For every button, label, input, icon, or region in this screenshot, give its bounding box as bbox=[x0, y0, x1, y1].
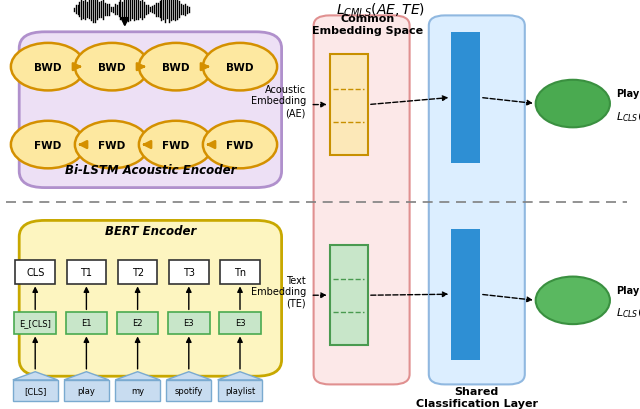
Text: Bi-LSTM Acoustic Encoder: Bi-LSTM Acoustic Encoder bbox=[65, 163, 236, 176]
Polygon shape bbox=[218, 372, 262, 380]
FancyBboxPatch shape bbox=[115, 380, 160, 401]
Text: FWD: FWD bbox=[227, 140, 253, 150]
Polygon shape bbox=[64, 372, 109, 380]
FancyBboxPatch shape bbox=[451, 229, 480, 360]
Text: my: my bbox=[131, 386, 144, 395]
FancyBboxPatch shape bbox=[19, 221, 282, 376]
FancyBboxPatch shape bbox=[67, 260, 106, 284]
FancyBboxPatch shape bbox=[330, 245, 368, 346]
FancyBboxPatch shape bbox=[66, 312, 108, 334]
Polygon shape bbox=[115, 372, 160, 380]
Text: $\mathit{L}_{CMLS}(AE,TE)$: $\mathit{L}_{CMLS}(AE,TE)$ bbox=[336, 2, 426, 19]
Text: T3: T3 bbox=[183, 267, 195, 277]
FancyBboxPatch shape bbox=[19, 33, 282, 188]
Text: BERT Encoder: BERT Encoder bbox=[105, 225, 196, 238]
Text: playlist: playlist bbox=[225, 386, 255, 395]
Text: Acoustic
Embedding
(AE): Acoustic Embedding (AE) bbox=[251, 85, 306, 118]
Circle shape bbox=[139, 44, 213, 91]
Polygon shape bbox=[13, 372, 58, 380]
Circle shape bbox=[203, 121, 277, 169]
Text: spotify: spotify bbox=[175, 386, 203, 395]
FancyBboxPatch shape bbox=[118, 260, 157, 284]
Text: E2: E2 bbox=[132, 319, 143, 328]
FancyBboxPatch shape bbox=[220, 260, 260, 284]
Text: FWD: FWD bbox=[35, 140, 61, 150]
Circle shape bbox=[139, 121, 213, 169]
Text: T1: T1 bbox=[81, 267, 92, 277]
FancyBboxPatch shape bbox=[14, 312, 56, 334]
Circle shape bbox=[11, 44, 85, 91]
FancyBboxPatch shape bbox=[166, 380, 211, 401]
Text: FWD: FWD bbox=[99, 140, 125, 150]
Text: $\mathit{L}_{CLS}(TE)$: $\mathit{L}_{CLS}(TE)$ bbox=[616, 306, 640, 320]
Text: Tn: Tn bbox=[234, 267, 246, 277]
FancyBboxPatch shape bbox=[168, 312, 209, 334]
Circle shape bbox=[536, 277, 610, 324]
Text: E1: E1 bbox=[81, 319, 92, 328]
FancyBboxPatch shape bbox=[15, 260, 55, 284]
Polygon shape bbox=[166, 372, 211, 380]
Text: CLS: CLS bbox=[26, 267, 44, 277]
Text: [CLS]: [CLS] bbox=[24, 386, 46, 395]
Text: PlaySongIntent: PlaySongIntent bbox=[616, 285, 640, 295]
Text: BWD: BWD bbox=[35, 63, 61, 72]
Text: BWD: BWD bbox=[99, 63, 125, 72]
Text: Text
Embedding
(TE): Text Embedding (TE) bbox=[251, 275, 306, 308]
Text: E3: E3 bbox=[184, 319, 194, 328]
Circle shape bbox=[11, 121, 85, 169]
Circle shape bbox=[203, 44, 277, 91]
Text: $\mathit{L}_{CLS}(AE)$: $\mathit{L}_{CLS}(AE)$ bbox=[616, 110, 640, 124]
FancyBboxPatch shape bbox=[330, 55, 368, 155]
FancyBboxPatch shape bbox=[169, 260, 209, 284]
FancyBboxPatch shape bbox=[429, 16, 525, 384]
FancyBboxPatch shape bbox=[13, 380, 58, 401]
Circle shape bbox=[75, 121, 149, 169]
Text: BWD: BWD bbox=[163, 63, 189, 72]
Text: E3: E3 bbox=[235, 319, 245, 328]
Text: T2: T2 bbox=[132, 267, 143, 277]
Text: Common
Embedding Space: Common Embedding Space bbox=[312, 14, 424, 36]
Text: BWD: BWD bbox=[227, 63, 253, 72]
Text: E_[CLS]: E_[CLS] bbox=[19, 319, 51, 328]
FancyBboxPatch shape bbox=[64, 380, 109, 401]
Text: play: play bbox=[77, 386, 95, 395]
FancyBboxPatch shape bbox=[218, 380, 262, 401]
FancyBboxPatch shape bbox=[451, 33, 480, 164]
Circle shape bbox=[75, 44, 149, 91]
Text: PlaySongIntent: PlaySongIntent bbox=[616, 89, 640, 99]
Text: FWD: FWD bbox=[163, 140, 189, 150]
FancyBboxPatch shape bbox=[116, 312, 159, 334]
FancyBboxPatch shape bbox=[219, 312, 261, 334]
Text: Shared
Classification Layer: Shared Classification Layer bbox=[416, 387, 538, 408]
Circle shape bbox=[536, 81, 610, 128]
FancyBboxPatch shape bbox=[314, 16, 410, 384]
